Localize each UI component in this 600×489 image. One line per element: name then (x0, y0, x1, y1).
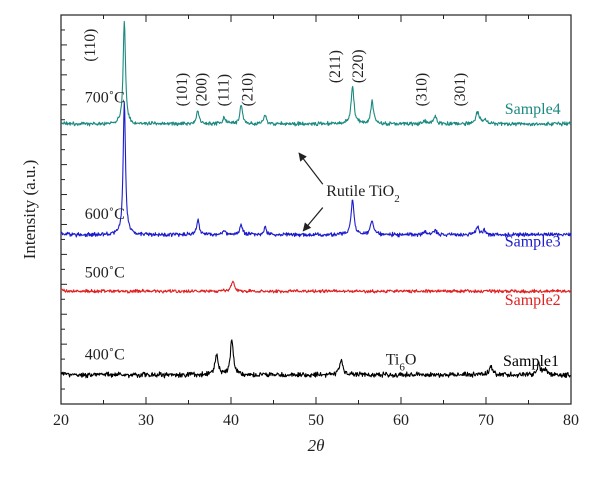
plot-frame (60, 14, 572, 405)
ti6o-annotation-sub: 6 (399, 361, 405, 373)
ti6o-annotation-tail: O (405, 351, 417, 368)
peak-label: (301) (452, 73, 469, 107)
temp-label-sample2: 500˚C (85, 265, 125, 282)
ti6o-annotation-main: Ti (386, 351, 400, 368)
rutile-annotation-main: Rutile TiO (326, 183, 394, 200)
sample-label-sample2: Sample2 (505, 292, 561, 309)
y-axis-title: Intensity (a.u.) (20, 160, 39, 260)
ti6o-annotation: Ti6O (386, 351, 417, 373)
temp-label-sample4: 700˚C (85, 90, 125, 107)
x-tick-label: 60 (393, 412, 409, 429)
peak-label: (110) (82, 29, 99, 62)
series-line-sample3 (60, 101, 572, 238)
rutile-arrow-down (302, 207, 324, 232)
peak-label: (101) (174, 73, 191, 107)
series-line-sample1 (60, 339, 572, 379)
peak-label: (220) (350, 49, 367, 83)
x-tick-label: 50 (308, 412, 324, 429)
peak-label: (111) (215, 74, 232, 106)
temp-label-sample1: 400˚C (85, 346, 125, 363)
x-tick-label: 80 (563, 412, 579, 429)
x-tick-label: 20 (53, 412, 69, 429)
series-layer (60, 20, 572, 379)
x-tick-label: 70 (478, 412, 494, 429)
peak-label: (211) (327, 50, 344, 83)
rutile-annotation: Rutile TiO2 (326, 183, 400, 205)
rutile-arrow-up (298, 152, 324, 185)
series-line-sample4 (60, 20, 572, 127)
peak-label: (310) (414, 73, 431, 107)
labels-layer: 400˚C 500˚C 600˚C 700˚C Sample1 Sample2 Sample… (82, 29, 561, 374)
peak-label: (200) (193, 73, 210, 107)
x-axis-title: 2θ (308, 436, 325, 455)
peak-label: (210) (239, 73, 256, 107)
sample-label-sample1: Sample1 (503, 353, 559, 370)
sample-label-sample4: Sample4 (505, 101, 561, 118)
sample-label-sample3: Sample3 (505, 233, 561, 250)
axes: 20 30 40 50 60 70 80 2θ Intensity (a.u.) (20, 14, 579, 455)
series-line-sample2 (60, 280, 572, 294)
temp-label-sample3: 600˚C (85, 206, 125, 223)
rutile-annotation-sub: 2 (394, 193, 400, 205)
x-tick-label: 30 (138, 412, 154, 429)
x-tick-label: 40 (223, 412, 239, 429)
